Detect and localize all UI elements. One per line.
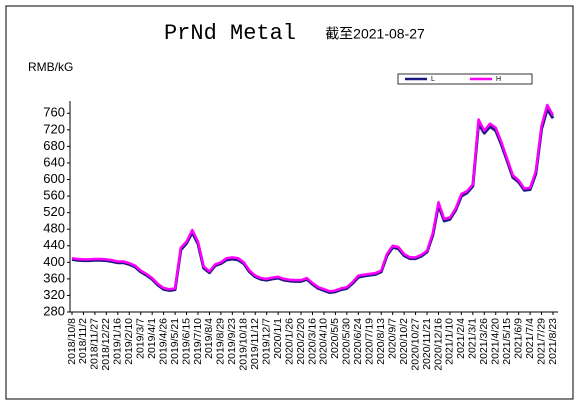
y-axis-label: RMB/kG xyxy=(28,60,73,74)
x-tick-label: 2021/1/10 xyxy=(444,318,456,365)
x-tick-label: 2021/6/9 xyxy=(512,318,524,359)
x-tick-label: 2019/9/23 xyxy=(226,318,238,365)
y-tick-label: 760 xyxy=(43,105,65,120)
x-tick-label: 2020/10/27 xyxy=(409,318,421,371)
x-tick-label: 2019/7/10 xyxy=(192,318,204,365)
x-tick-label: 2020/10/2 xyxy=(398,318,410,365)
legend-box xyxy=(397,73,533,85)
x-tick-label: 2018/11/27 xyxy=(89,318,101,370)
x-tick-label: 2021/2/4 xyxy=(455,318,467,359)
x-tick-label: 2020/6/24 xyxy=(352,318,364,365)
x-tick-label: 2020/2/20 xyxy=(295,318,307,365)
series-line xyxy=(71,103,555,293)
x-tick-label: 2020/12/16 xyxy=(432,318,444,371)
x-tick-label: 2021/4/20 xyxy=(490,318,502,365)
x-tick-label: 2019/1/16 xyxy=(112,318,124,365)
x-tick-label: 2019/10/18 xyxy=(238,318,250,371)
y-tick-label: 400 xyxy=(43,254,65,269)
y-tick-label: 560 xyxy=(43,188,65,203)
x-tick-label: 2018/11/2 xyxy=(77,318,89,364)
x-tick-label: 2021/5/15 xyxy=(501,318,513,365)
y-tick-label: 680 xyxy=(43,138,65,153)
chart-frame xyxy=(5,5,574,400)
x-tick-label: 2019/6/15 xyxy=(180,318,192,365)
x-tick-label: 2019/5/21 xyxy=(169,318,181,365)
y-tick-label: 440 xyxy=(43,237,65,252)
x-tick-label: 2020/9/7 xyxy=(386,318,398,359)
x-tick-label: 2019/11/12 xyxy=(249,318,261,370)
chart-title: PrNd Metal xyxy=(164,21,296,46)
x-tick-label: 2020/5/30 xyxy=(341,318,353,365)
x-tick-label: 2019/12/7 xyxy=(260,318,272,365)
x-tick-label: 2020/11/21 xyxy=(421,318,433,370)
x-tick-label: 2021/3/1 xyxy=(467,318,479,359)
x-tick-label: 2021/7/29 xyxy=(535,318,547,365)
chart-subtitle: 截至2021-08-27 xyxy=(325,26,425,42)
y-tick-label: 720 xyxy=(43,121,65,136)
y-tick-label: 280 xyxy=(43,303,65,318)
x-tick-label: 2018/12/22 xyxy=(100,318,112,371)
x-tick-label: 2019/4/26 xyxy=(157,318,169,365)
x-tick-label: 2020/1/1 xyxy=(272,318,284,359)
y-tick-label: 520 xyxy=(43,204,65,219)
x-tick-label: 2019/4/1 xyxy=(146,318,158,359)
x-tick-label: 2020/3/16 xyxy=(306,318,318,365)
y-tick-label: 640 xyxy=(43,154,65,169)
x-tick-label: 2021/7/4 xyxy=(524,318,536,359)
y-tick-label: 480 xyxy=(43,221,65,236)
y-tick-label: 360 xyxy=(43,270,65,285)
x-tick-label: 2021/8/23 xyxy=(547,318,559,365)
y-tick-label: 320 xyxy=(43,287,65,302)
x-tick-label: 2019/2/10 xyxy=(123,318,135,365)
x-tick-label: 2021/3/26 xyxy=(478,318,490,365)
x-tick-label: 2018/10/8 xyxy=(66,318,78,365)
x-tick-label: 2019/8/29 xyxy=(215,318,227,365)
x-tick-label: 2020/5/5 xyxy=(329,318,341,359)
y-tick-label: 600 xyxy=(43,171,65,186)
x-tick-label: 2019/8/4 xyxy=(203,318,215,359)
legend-label: L xyxy=(431,76,435,83)
x-tick-label: 2020/1/26 xyxy=(283,318,295,365)
x-tick-label: 2020/4/10 xyxy=(318,318,330,365)
x-tick-label: 2020/7/19 xyxy=(364,318,376,365)
x-tick-label: 2020/8/13 xyxy=(375,318,387,365)
x-tick-label: 2019/3/7 xyxy=(134,318,146,359)
legend-label: H xyxy=(496,76,501,83)
